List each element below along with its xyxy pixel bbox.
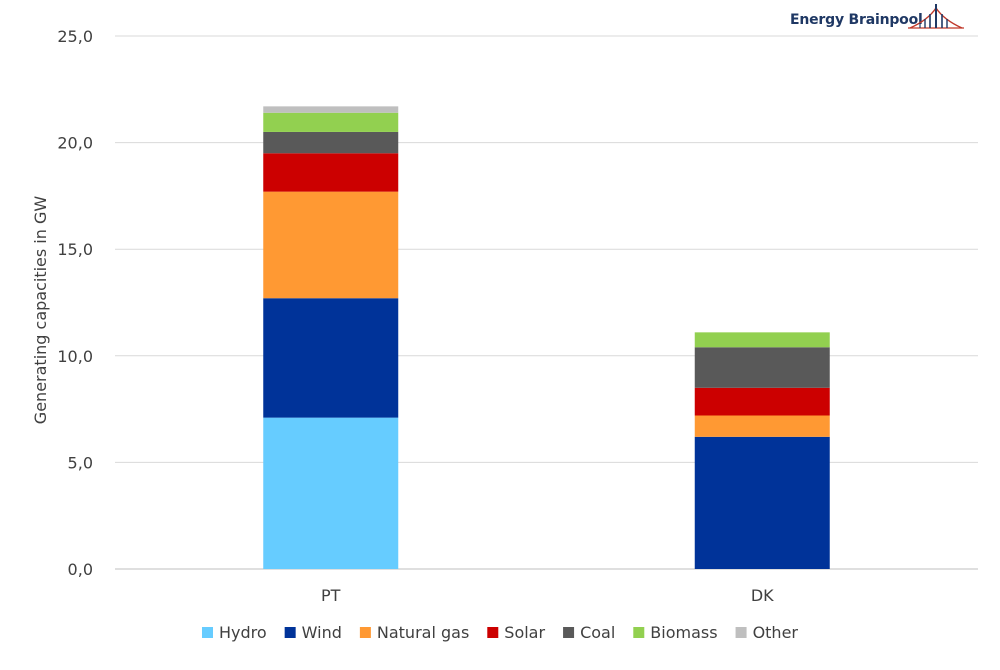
legend-item-other: Other <box>735 623 799 642</box>
legend-swatch <box>359 627 371 638</box>
y-axis-ticks: 0,0 5,0 10,0 15,0 20,0 25,0 <box>57 27 93 579</box>
bar-segment-pt-hydro <box>263 417 399 569</box>
legend: Hydro Wind Natural gas Solar Coal Biomass Othe… <box>201 623 799 642</box>
y-tick-label: 0,0 <box>68 560 93 579</box>
x-tick-label: DK <box>751 586 774 605</box>
bar-segment-dk-natural-gas <box>694 415 830 437</box>
bar-segment-pt-biomass <box>263 112 399 132</box>
bar-segment-dk-solar <box>694 387 830 416</box>
legend-swatch <box>633 627 645 638</box>
bar-segment-pt-natural-gas <box>263 191 399 299</box>
brand-logo: Energy Brainpool <box>790 4 970 34</box>
legend-label: Other <box>753 623 799 642</box>
y-tick-label: 5,0 <box>68 453 93 472</box>
gridlines <box>115 35 978 570</box>
legend-label: Wind <box>302 623 342 642</box>
legend-item-coal: Coal <box>563 623 615 642</box>
bar-segment-pt-wind <box>263 298 399 418</box>
legend-label: Hydro <box>219 623 267 642</box>
bridge-logo-icon <box>908 4 964 29</box>
bar-segment-pt-solar <box>263 153 399 192</box>
legend-item-natural-gas: Natural gas <box>359 623 469 642</box>
legend-item-solar: Solar <box>487 623 545 642</box>
y-tick-label: 25,0 <box>57 27 93 46</box>
legend-label: Coal <box>580 623 615 642</box>
y-axis-label: Generating capacities in GW <box>31 196 50 425</box>
brand-name: Energy Brainpool <box>790 12 923 28</box>
legend-swatch <box>201 627 213 638</box>
legend-swatch <box>487 627 499 638</box>
bars <box>263 106 830 569</box>
legend-label: Natural gas <box>377 623 469 642</box>
bar-segment-dk-biomass <box>694 332 830 348</box>
legend-swatch <box>735 627 747 638</box>
legend-item-hydro: Hydro <box>201 623 267 642</box>
legend-swatch <box>284 627 296 638</box>
y-tick-label: 15,0 <box>57 240 93 259</box>
legend-label: Solar <box>504 623 545 642</box>
y-tick-label: 10,0 <box>57 347 93 366</box>
legend-item-biomass: Biomass <box>633 623 718 642</box>
legend-label: Biomass <box>650 623 717 642</box>
bar-segment-pt-other <box>263 106 399 113</box>
bar-segment-pt-coal <box>263 131 399 154</box>
legend-item-wind: Wind <box>284 623 342 642</box>
x-axis-ticks: PT DK <box>321 586 774 605</box>
legend-swatch <box>563 627 575 638</box>
bar-segment-dk-wind <box>694 436 830 569</box>
y-tick-label: 20,0 <box>57 134 93 153</box>
bar-segment-dk-coal <box>694 347 830 388</box>
x-tick-label: PT <box>321 586 341 605</box>
